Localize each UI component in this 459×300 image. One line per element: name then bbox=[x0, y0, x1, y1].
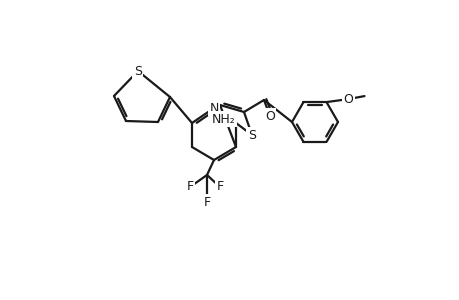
Text: NH₂: NH₂ bbox=[212, 112, 235, 125]
Text: O: O bbox=[264, 110, 274, 122]
Text: F: F bbox=[186, 181, 193, 194]
Text: S: S bbox=[134, 64, 142, 77]
Text: N: N bbox=[209, 101, 218, 115]
Text: F: F bbox=[216, 181, 223, 194]
Text: F: F bbox=[203, 196, 210, 208]
Text: O: O bbox=[343, 93, 353, 106]
Text: S: S bbox=[247, 128, 256, 142]
